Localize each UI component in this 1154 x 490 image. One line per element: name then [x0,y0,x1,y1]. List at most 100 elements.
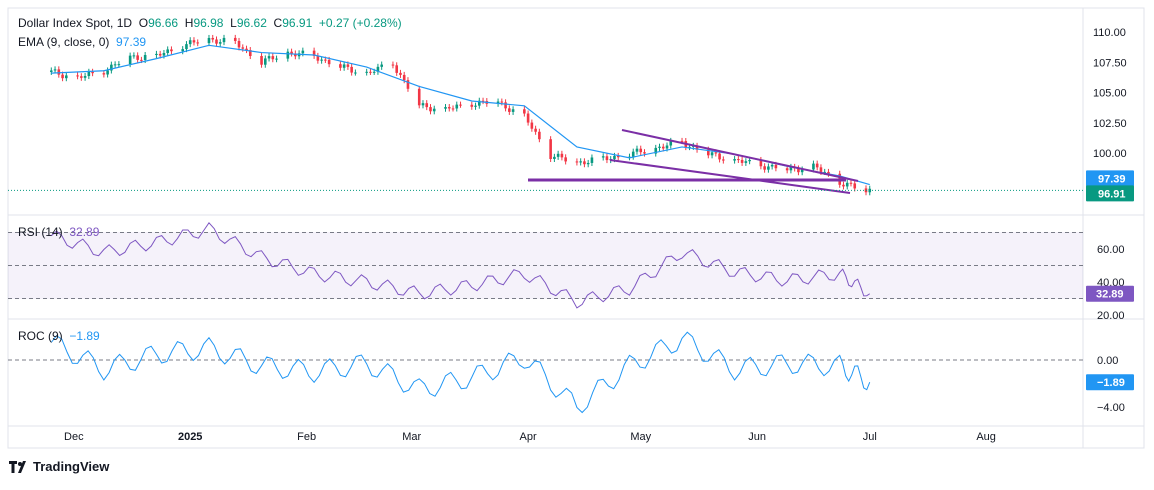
candle-body [222,37,226,43]
candle-body [526,113,530,123]
candle-body [564,157,567,162]
candle-body [290,51,293,54]
legend-ema[interactable]: EMA (9, close, 0) 97.39 [18,35,146,49]
candle-body [481,100,485,102]
candle-body [263,58,267,65]
roc-line [50,331,871,414]
candle-body [136,55,139,60]
candle-body [511,109,515,112]
candle-body [534,128,537,132]
rsi-tick-label: 60.00 [1097,244,1125,256]
candle-body [744,161,748,163]
close-badge: 96.91 [1098,188,1126,200]
time-tick-label: Jun [748,431,766,443]
candle-body [106,70,109,75]
candle-body [327,59,331,65]
rsi-line [50,222,871,309]
candle-body [102,73,106,75]
candle-body [185,44,188,50]
legend-main[interactable]: Dollar Index Spot, 1D O96.66 H96.98 L96.… [18,16,402,30]
open-value: 96.66 [148,16,179,30]
high-label: H [184,16,194,30]
candle-body [215,39,218,44]
candle-body [643,152,646,154]
candle-body [65,75,68,79]
candle-body [128,55,132,65]
candle-body [523,109,526,114]
candle-body [819,167,823,172]
candle-body [695,145,699,150]
tradingview-logo-icon [9,461,29,476]
roc-label: ROC (9) [18,329,63,343]
time-tick-label: May [630,431,651,443]
candle-body [275,58,278,60]
candle-body [166,49,169,53]
candle-body [553,156,556,159]
candle-body [83,76,87,78]
ema-value: 97.39 [116,35,147,49]
candle-body [774,164,778,169]
candle-body [271,56,275,60]
brand[interactable]: TradingView [9,459,109,476]
rsi-value: 32.89 [69,225,100,239]
rsi-tick-label: 20.00 [1097,310,1125,322]
candle-body [767,166,770,170]
candle-body [770,164,774,167]
legend-rsi[interactable]: RSI (14) 32.89 [18,225,99,239]
roc-panel [8,331,1083,414]
candle-body [380,64,383,67]
candle-body [421,103,425,106]
candle-body [508,108,511,112]
rsi-badge: 32.89 [1096,289,1124,301]
ema-badge: 97.39 [1098,173,1126,185]
candle-body [583,161,586,165]
candle-body [556,153,560,157]
candle-body [402,74,406,81]
price-tick-label: 107.50 [1093,57,1127,69]
symbol-label: Dollar Index Spot, 1D [18,16,133,30]
candle-body [654,147,658,154]
candle-body [669,140,673,146]
candle-body [800,169,804,173]
candle-body [248,50,252,57]
candle-body [76,75,79,77]
candle-body [496,101,500,104]
low-value: 96.62 [236,16,267,30]
roc-tick-label: 0.00 [1097,355,1118,367]
candle-body [286,51,290,59]
candle-body [748,159,751,162]
high-value: 96.98 [193,16,224,30]
candle-body [80,76,83,78]
candle-body [639,148,643,153]
candle-body [849,182,853,184]
rsi-panel [8,222,1083,309]
candle-body [233,37,237,41]
candle-body [350,66,353,73]
candle-body [346,64,350,67]
legend-roc[interactable]: ROC (9) −1.89 [18,329,100,343]
time-tick-label: 2025 [178,431,202,443]
candle-body [538,131,541,140]
rsi-badge-bg [1086,285,1134,302]
candle-body [155,53,158,56]
ema-line [51,44,870,186]
candle-body [455,104,459,109]
candle-body [162,52,166,56]
candle-body [722,159,725,161]
candle-body [61,74,64,79]
ema-badge-bg [1086,170,1134,187]
candle-body [710,152,714,156]
candle-body [470,104,474,107]
time-tick-label: Apr [520,431,537,443]
candle-body [631,151,635,157]
candle-body [635,148,639,152]
candle-body [590,157,594,163]
candle-body [301,50,305,54]
price-tick-label: 110.00 [1093,27,1126,39]
upper-trendline [621,129,859,182]
candle-body [827,171,830,174]
close-badge-bg [1086,185,1134,202]
candle-body [714,152,718,154]
candle-body [680,140,684,142]
